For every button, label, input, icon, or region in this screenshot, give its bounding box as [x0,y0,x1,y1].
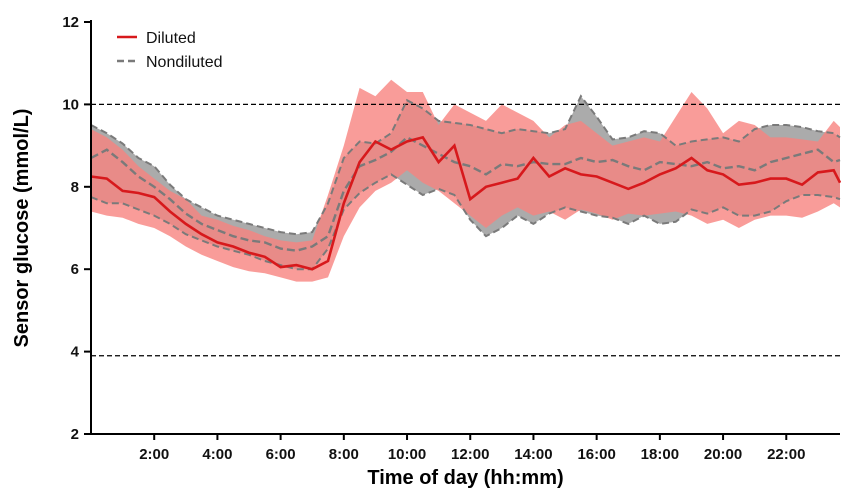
y-tick-label: 4 [71,344,80,361]
reference-lines [91,103,840,357]
median-lines [90,135,841,271]
x-tick-label: 22:00 [767,446,805,463]
x-tick-label: 18:00 [641,446,679,463]
x-axis-ticks: 2:00 4:00 6:00 8:00 10:00 12:00 14:00 16:00 18:0… [139,434,805,463]
y-axis-ticks: 2 4 6 8 10 12 [62,14,91,443]
x-axis-title: Time of day (hh:mm) [367,467,563,489]
axes [90,20,840,435]
x-tick-label: 10:00 [388,446,426,463]
x-tick-label: 16:00 [577,446,615,463]
diluted-median-line [90,135,841,271]
legend: Diluted Nondiluted [117,30,223,71]
x-tick-label: 2:00 [139,446,169,463]
legend-label-diluted: Diluted [146,30,196,47]
nondiluted-q3-line [90,94,841,236]
legend-label-nondiluted: Nondiluted [146,54,223,71]
x-tick-label: 8:00 [329,446,359,463]
nondiluted-q1-line [90,173,841,271]
x-tick-label: 20:00 [704,446,742,463]
x-tick-label: 14:00 [514,446,552,463]
y-tick-label: 10 [62,96,79,113]
y-tick-label: 6 [71,261,79,278]
x-tick-label: 4:00 [202,446,232,463]
x-tick-label: 12:00 [451,446,489,463]
y-tick-label: 8 [71,179,79,196]
y-axis-title: Sensor glucose (mmol/L) [11,109,33,348]
quartile-lines [90,94,841,271]
y-tick-label: 2 [71,426,79,443]
y-tick-label: 12 [62,14,79,31]
x-tick-label: 6:00 [266,446,296,463]
